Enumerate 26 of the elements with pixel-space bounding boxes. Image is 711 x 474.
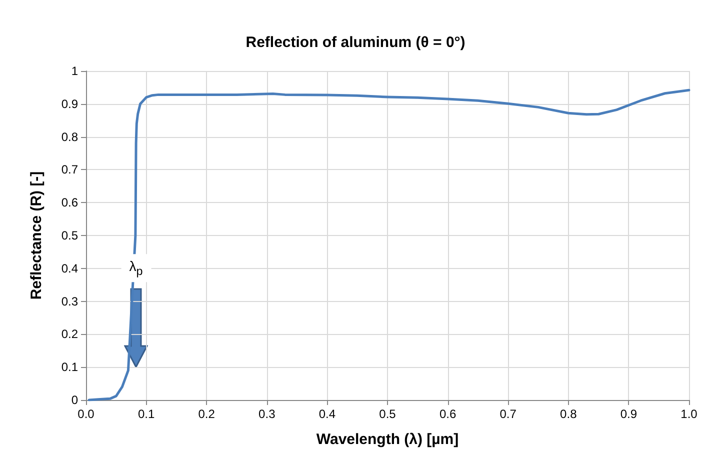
y-tick-label: 0.6 [61,196,78,210]
y-axis-title: Reflectance (R) [-] [28,171,45,300]
y-tick-label: 0.9 [61,96,78,111]
x-tick-label: 0.5 [379,407,396,421]
x-tick-label: 0.8 [560,407,578,421]
x-tick-label: 1.0 [680,407,698,421]
y-tick-label: 0.1 [61,360,78,374]
y-tick-label: 0.2 [61,327,78,342]
y-tick-label: 0.4 [61,261,78,276]
x-tick-label: 0.9 [620,407,638,421]
y-tick-label: 0.8 [61,130,78,144]
x-tick-label: 0.6 [439,407,456,421]
x-tick-label: 0.0 [78,407,95,421]
x-tick-label: 0.7 [500,407,517,421]
y-tick-label: 1 [71,64,78,78]
y-tick-label: 0 [71,393,78,407]
y-tick-label: 0.5 [61,228,78,242]
chart-title: Reflection of aluminum (θ = 0°) [246,34,466,51]
x-tick-label: 0.2 [198,407,216,421]
x-tick-label: 0.4 [318,407,336,421]
y-tick-label: 0.7 [61,162,78,177]
x-tick-label: 0.3 [258,407,276,421]
y-tick-label: 0.3 [61,294,78,308]
x-tick-label: 0.1 [138,407,155,421]
x-axis-title: Wavelength (λ) [µm] [316,431,459,448]
annotation: λ$_{p}$ [121,254,151,282]
